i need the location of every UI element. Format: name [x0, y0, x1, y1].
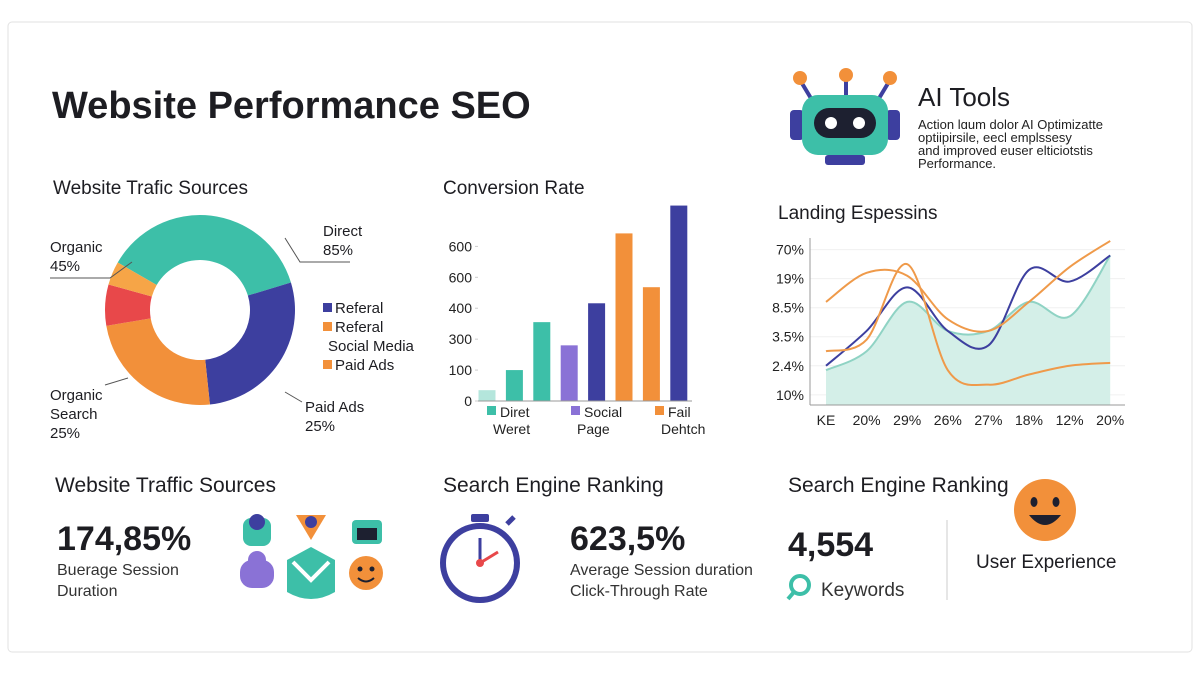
- stat-heading: Search Engine Ranking: [788, 474, 1009, 497]
- callout-label: 25%: [305, 418, 335, 435]
- y-tick-label: 600: [449, 238, 473, 254]
- ai-tools-title: AI Tools: [918, 82, 1010, 112]
- stat-heading: Search Engine Ranking: [443, 474, 664, 497]
- bar: [505, 370, 523, 401]
- page-title: Website Performance SEO: [52, 85, 531, 127]
- callout-label: Paid Ads: [305, 399, 364, 416]
- x-tick-label: 18%: [1015, 412, 1043, 428]
- pie-slice: [105, 284, 152, 326]
- bar: [533, 322, 551, 401]
- stat-text: Duration: [57, 583, 117, 600]
- legend-label: Weret: [493, 421, 530, 437]
- callout-label: Direct: [323, 223, 363, 240]
- legend-label: Referal: [335, 319, 383, 336]
- y-tick-label: 2.4%: [772, 358, 804, 374]
- y-tick-label: 10%: [776, 387, 804, 403]
- callout-label: Organic: [50, 387, 103, 404]
- y-tick-label: 600: [449, 269, 473, 285]
- search-icon: [786, 574, 811, 601]
- y-tick-label: 300: [449, 331, 473, 347]
- x-tick-label: 27%: [974, 412, 1002, 428]
- legend-swatch: [655, 406, 664, 415]
- line: [825, 254, 1111, 367]
- y-tick-label: 70%: [776, 242, 804, 258]
- x-tick-label: KE: [817, 412, 836, 428]
- x-tick-label: 26%: [934, 412, 962, 428]
- bar: [615, 233, 633, 401]
- area: [826, 255, 1111, 405]
- pie-slice: [117, 215, 291, 296]
- callout-line: [50, 261, 133, 279]
- chart-title: Landing Espessins: [778, 203, 938, 224]
- ai-tools-text: Action lɑum dolor AI Optimizatte: [918, 117, 1103, 132]
- line: [825, 254, 1112, 372]
- legend-swatch: [323, 360, 332, 369]
- ai-tools-text: Performance.: [918, 156, 996, 171]
- legend-label: Social: [584, 404, 622, 420]
- bar: [642, 287, 660, 401]
- legend-label: Social Media: [328, 338, 415, 355]
- stat-value: 623,5%: [570, 520, 685, 558]
- chart-title: Website Trafic Sources: [53, 178, 248, 199]
- callout-label: Search: [50, 406, 98, 423]
- y-tick-label: 19%: [776, 271, 804, 287]
- icon-cluster: [240, 514, 383, 599]
- callout-label: 25%: [50, 425, 80, 442]
- x-tick-label: 12%: [1056, 412, 1084, 428]
- legend-swatch: [487, 406, 496, 415]
- legend-label: Page: [577, 421, 610, 437]
- callout-line: [284, 237, 350, 263]
- callout-label: 45%: [50, 258, 80, 275]
- y-tick-label: 100: [449, 362, 473, 378]
- legend-label: Diret: [500, 404, 530, 420]
- callout-line: [104, 377, 129, 386]
- stat-value: 174,85%: [57, 520, 191, 558]
- x-tick-label: 29%: [893, 412, 921, 428]
- x-tick-label: 20%: [1096, 412, 1124, 428]
- bar: [670, 205, 688, 401]
- callout-label: 85%: [323, 242, 353, 259]
- line: [825, 263, 1111, 387]
- ai-tools-text: and improved euser elticiotstis: [918, 143, 1093, 158]
- y-tick-label: 0: [464, 393, 472, 409]
- legend-label: Paid Ads: [335, 357, 394, 374]
- stat-value: 4,554: [788, 526, 873, 564]
- x-tick-label: 20%: [853, 412, 881, 428]
- callout-label: Organic: [50, 239, 103, 256]
- y-tick-label: 8.5%: [772, 300, 804, 316]
- line: [825, 240, 1111, 333]
- callout-line: [284, 391, 303, 403]
- pie-slice: [106, 318, 210, 405]
- pie-slice: [108, 262, 157, 297]
- legend-label: Referal: [335, 300, 383, 317]
- stopwatch-icon: [440, 514, 520, 603]
- smiley-icon: [1014, 479, 1076, 541]
- stat-text: Keywords: [821, 580, 904, 601]
- bar: [478, 390, 496, 401]
- user-experience-label: User Experience: [976, 552, 1116, 573]
- legend-swatch: [571, 406, 580, 415]
- stat-text: Click-Through Rate: [570, 583, 708, 600]
- legend-swatch: [323, 303, 332, 312]
- y-tick-label: 3.5%: [772, 329, 804, 345]
- legend-label: Fail: [668, 404, 691, 420]
- legend-label: Dehtch: [661, 421, 705, 437]
- stat-text: Buerage Session: [57, 562, 179, 579]
- legend-swatch: [323, 322, 332, 331]
- bar: [560, 345, 578, 401]
- stat-text: Average Session duration: [570, 562, 753, 579]
- robot-icon: [790, 68, 900, 165]
- stat-heading: Website Traffic Sources: [55, 474, 276, 497]
- chart-title: Conversion Rate: [443, 178, 585, 199]
- pie-slice: [205, 282, 295, 405]
- ai-tools-text: optiipirsile, eecl emplssesy: [918, 130, 1072, 145]
- y-tick-label: 400: [449, 300, 473, 316]
- bar: [588, 303, 606, 401]
